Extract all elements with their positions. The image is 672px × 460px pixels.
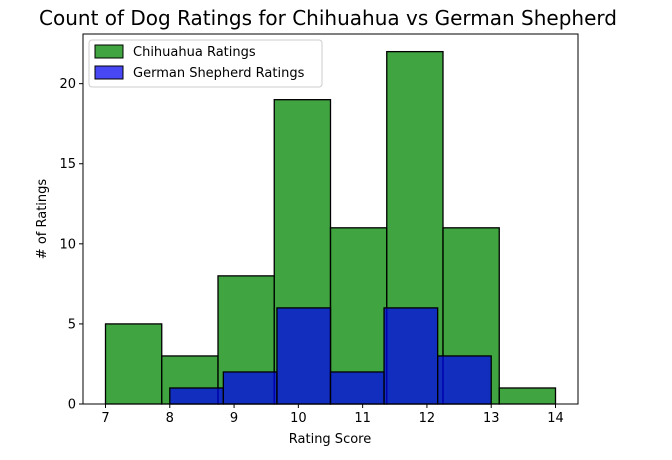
bar-chihuahua-7 — [498, 387, 557, 405]
legend-swatch-german-shepherd — [94, 65, 124, 80]
bar-chihuahua-0 — [104, 323, 163, 405]
legend-label-german-shepherd: German Shepherd Ratings — [133, 66, 305, 81]
plot-frame — [82, 33, 579, 405]
y-tick-label: 0 — [68, 398, 76, 413]
y-tick-label: 15 — [59, 157, 76, 172]
x-tick-label: 13 — [483, 411, 500, 426]
x-tick-label: 8 — [166, 411, 174, 426]
y-tick-label: 10 — [59, 237, 76, 252]
bar-german-shepherd-3 — [329, 371, 385, 405]
bar-german-shepherd-4 — [383, 307, 439, 405]
legend-box — [88, 39, 323, 88]
x-axis-ticks: 7 8 9 10 11 12 13 14 — [101, 404, 564, 426]
bar-german-shepherd-2 — [276, 307, 332, 405]
legend-swatch-chihuahua — [94, 44, 124, 59]
y-axis-label: # of Ratings — [35, 179, 50, 260]
x-tick-label: 10 — [290, 411, 307, 426]
legend: Chihuahua Ratings German Shepherd Rating… — [88, 39, 323, 88]
x-tick-label: 14 — [547, 411, 564, 426]
legend-label-chihuahua: Chihuahua Ratings — [133, 45, 256, 60]
y-tick-label: 20 — [59, 77, 76, 92]
bar-german-shepherd-5 — [437, 355, 492, 405]
bar-german-shepherd-1 — [222, 371, 278, 405]
y-tick-label: 5 — [68, 317, 76, 332]
bars-layer — [104, 50, 557, 405]
chart-title: Count of Dog Ratings for Chihuahua vs Ge… — [39, 6, 617, 30]
x-tick-label: 7 — [101, 411, 109, 426]
x-tick-label: 12 — [419, 411, 436, 426]
x-tick-label: 9 — [230, 411, 238, 426]
x-axis-label: Rating Score — [289, 432, 371, 447]
bar-german-shepherd-0 — [169, 387, 224, 405]
x-tick-label: 11 — [354, 411, 371, 426]
y-axis-ticks: 0 5 10 15 20 — [59, 77, 83, 413]
